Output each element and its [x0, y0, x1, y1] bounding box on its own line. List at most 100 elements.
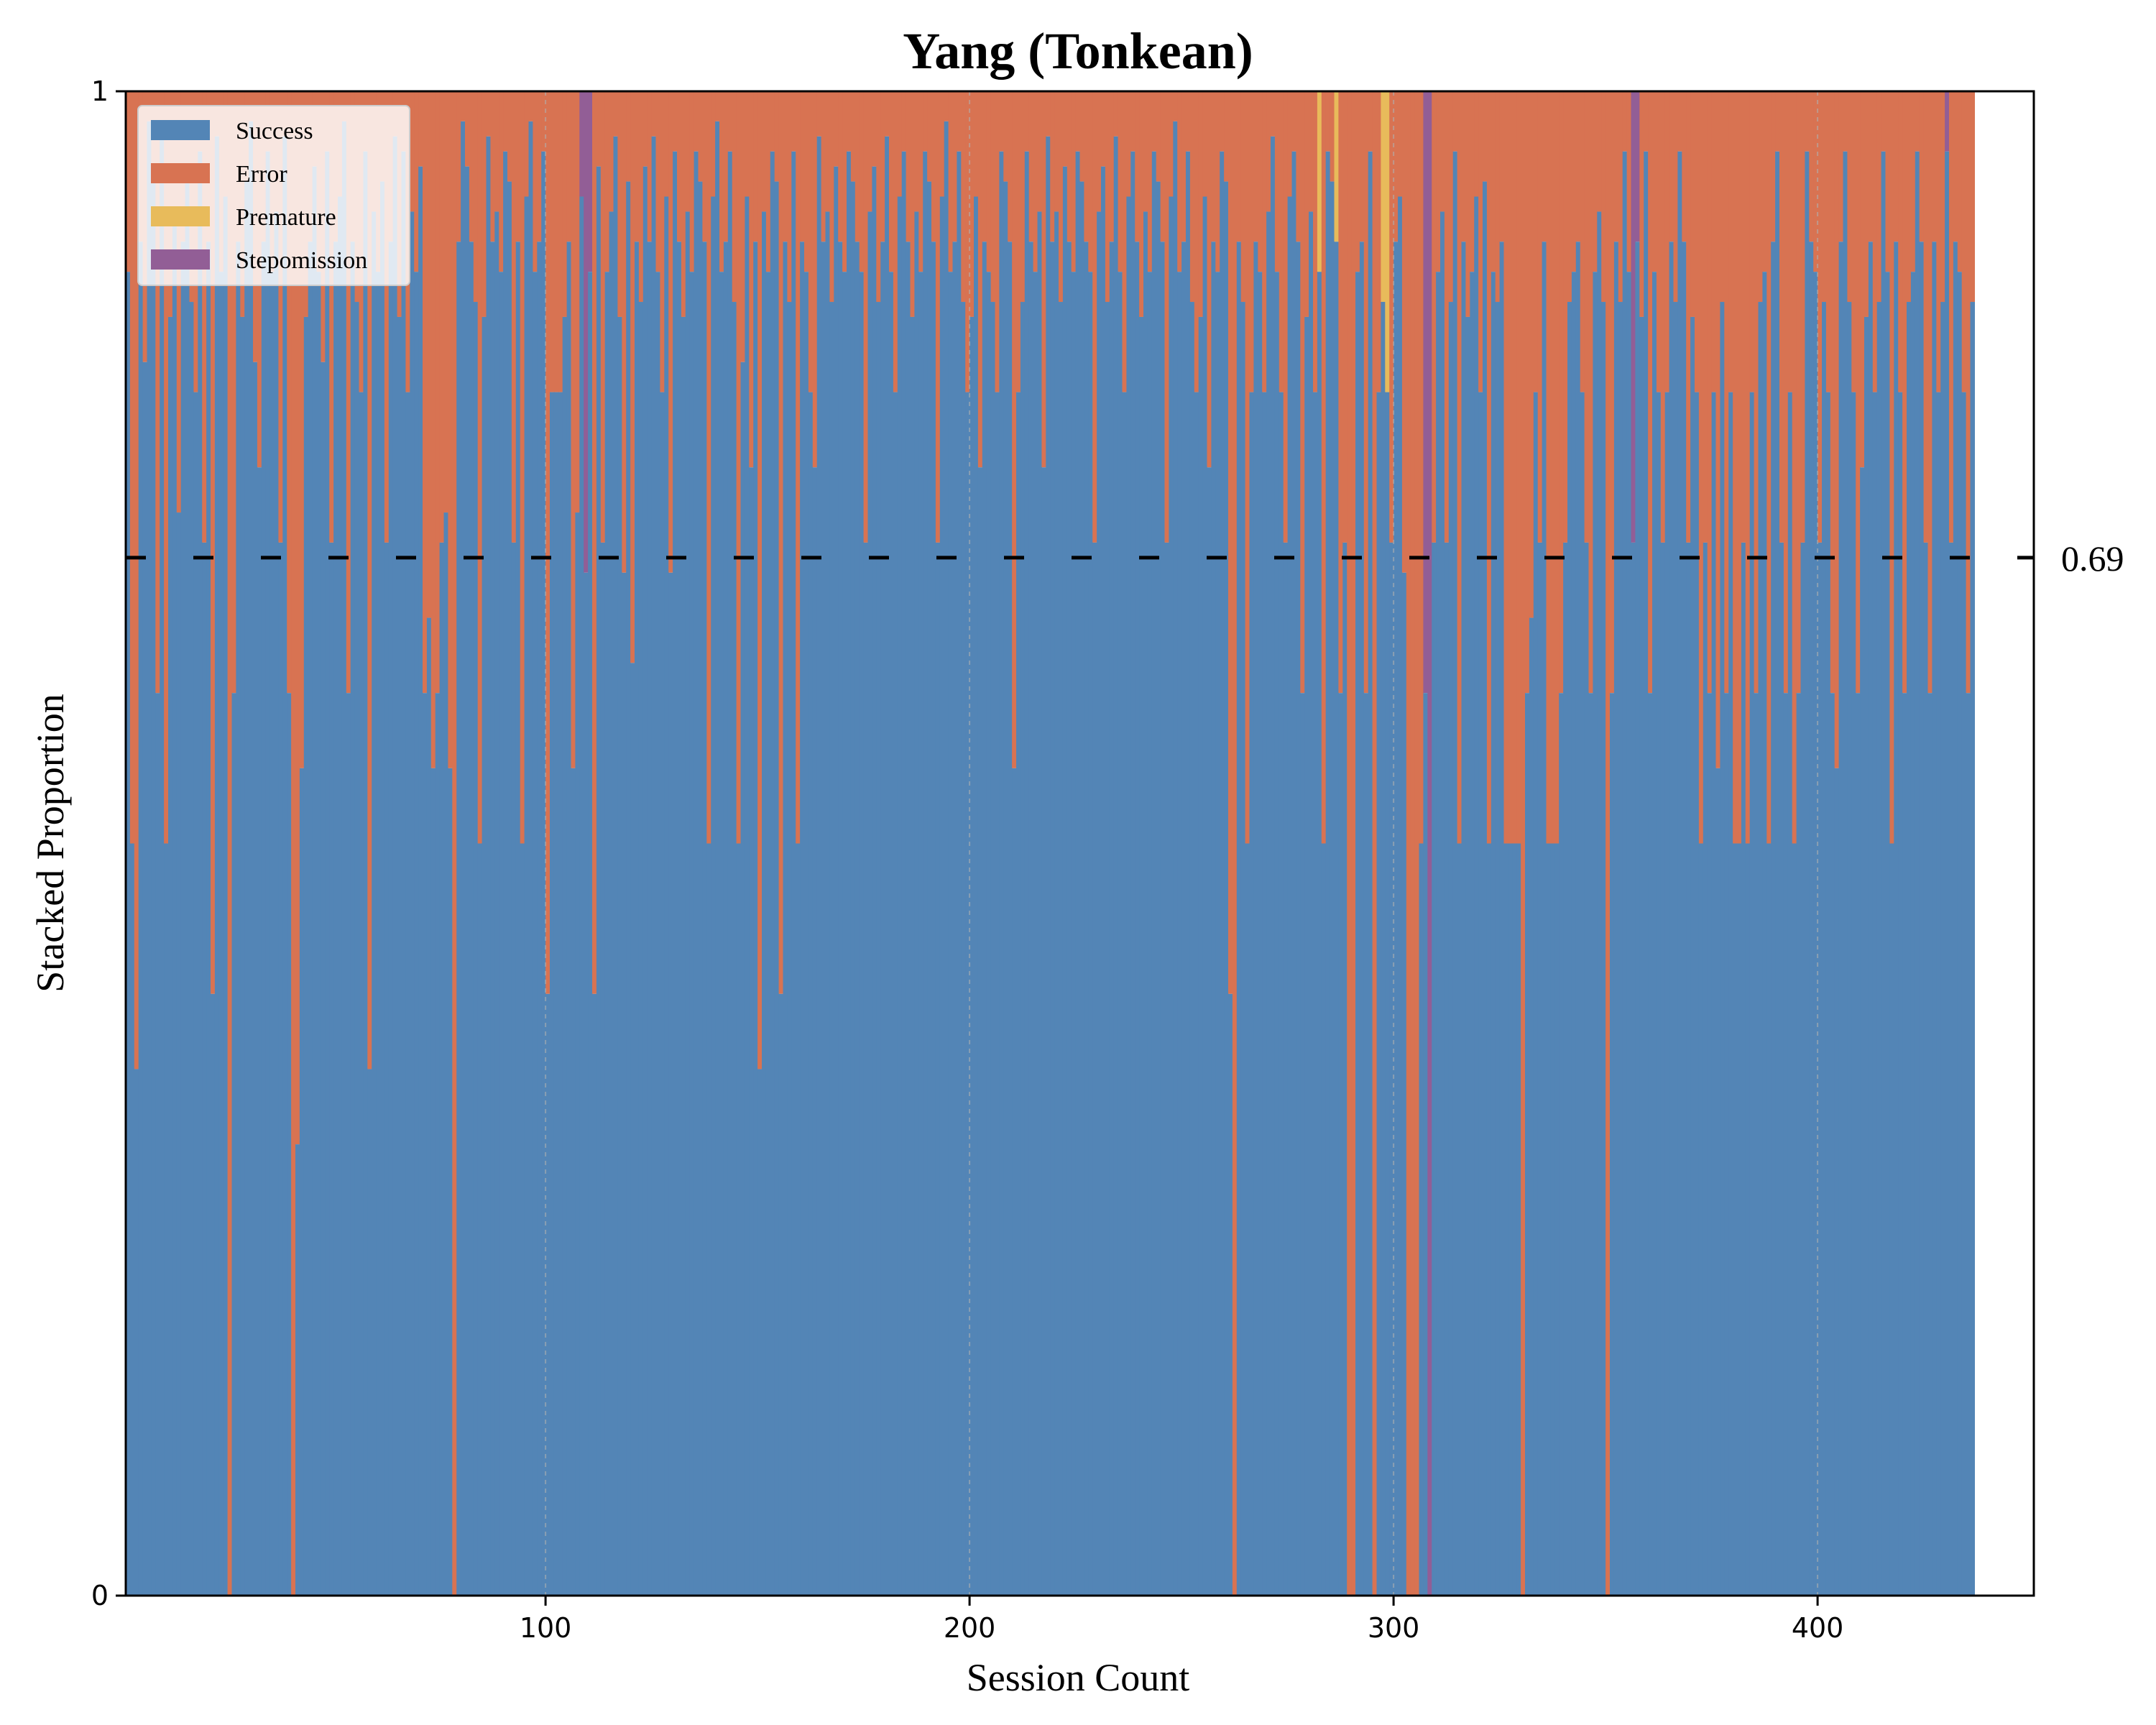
success-segment — [1830, 693, 1835, 1596]
success-segment — [778, 993, 784, 1596]
error-segment — [1398, 91, 1403, 197]
success-segment — [1122, 392, 1127, 1596]
error-segment — [1300, 91, 1305, 694]
success-segment — [401, 151, 406, 1596]
success-segment — [1020, 302, 1026, 1596]
success-segment — [723, 242, 729, 1596]
error-segment — [1313, 91, 1318, 392]
error-segment — [528, 91, 533, 121]
success-segment — [1419, 843, 1424, 1596]
error-segment — [1775, 91, 1780, 152]
success-segment — [1274, 272, 1280, 1596]
error-segment — [778, 91, 784, 994]
success-segment — [1550, 843, 1555, 1596]
error-segment — [1597, 91, 1602, 212]
success-segment — [1398, 196, 1403, 1596]
legend-box — [137, 105, 410, 286]
error-segment — [1499, 91, 1505, 242]
success-segment — [414, 272, 419, 1596]
success-segment — [816, 136, 822, 1596]
success-segment — [626, 181, 631, 1596]
error-segment — [164, 91, 169, 844]
success-segment — [604, 272, 610, 1596]
success-segment — [1211, 242, 1216, 1596]
error-segment — [1118, 91, 1123, 272]
legend-swatch-success — [151, 120, 210, 140]
error-segment — [1529, 91, 1534, 618]
error-segment — [1728, 91, 1733, 392]
error-segment — [1079, 91, 1084, 182]
success-segment — [1169, 196, 1174, 1596]
error-segment — [423, 91, 428, 694]
success-segment — [1907, 302, 1912, 1596]
success-segment — [850, 181, 856, 1596]
success-segment — [745, 196, 750, 1596]
error-segment — [1474, 91, 1479, 197]
success-segment — [1796, 693, 1802, 1596]
success-segment — [1444, 542, 1450, 1596]
success-segment — [465, 166, 470, 1596]
success-segment — [838, 242, 843, 1596]
stepomission-segment — [1631, 91, 1636, 543]
success-segment — [732, 302, 737, 1596]
error-segment — [783, 91, 788, 242]
error-segment — [1406, 91, 1411, 1596]
error-segment — [1771, 91, 1776, 242]
error-segment — [1483, 91, 1488, 182]
error-segment — [1071, 91, 1077, 272]
error-segment — [1279, 91, 1284, 392]
error-segment — [1660, 91, 1666, 543]
success-segment — [1664, 392, 1670, 1596]
error-segment — [1177, 91, 1182, 272]
error-segment — [1143, 91, 1148, 212]
error-segment — [893, 91, 898, 392]
success-segment — [957, 151, 962, 1596]
error-segment — [889, 91, 894, 272]
error-segment — [1966, 91, 1971, 694]
success-segment — [1092, 542, 1097, 1596]
error-segment — [430, 91, 436, 768]
success-segment — [596, 166, 602, 1596]
success-segment — [1330, 181, 1335, 1596]
success-segment — [719, 272, 724, 1596]
error-segment — [1220, 91, 1225, 152]
error-segment — [329, 91, 334, 543]
success-segment — [1660, 542, 1666, 1596]
y-axis-ticks: 01 — [91, 75, 126, 1611]
error-segment — [511, 91, 517, 543]
error-segment — [1224, 91, 1229, 182]
error-segment — [176, 91, 182, 513]
success-segment — [889, 272, 894, 1596]
error-segment — [410, 91, 415, 212]
success-segment — [1733, 843, 1738, 1596]
success-segment — [338, 196, 343, 1596]
error-segment — [816, 91, 822, 137]
error-segment — [1970, 91, 1975, 303]
success-segment — [1101, 166, 1106, 1596]
success-segment — [1067, 242, 1072, 1596]
success-segment — [914, 211, 919, 1596]
error-segment — [927, 91, 932, 182]
error-segment — [473, 91, 479, 303]
error-segment — [757, 91, 763, 1070]
error-segment — [1041, 91, 1046, 468]
success-segment — [469, 242, 474, 1596]
x-tick-label: 400 — [1792, 1612, 1844, 1644]
error-segment — [923, 91, 928, 152]
error-segment — [1033, 91, 1038, 272]
error-segment — [1656, 91, 1662, 392]
success-segment — [1033, 272, 1038, 1596]
success-segment — [1707, 693, 1713, 1596]
success-segment — [1304, 316, 1309, 1596]
success-segment — [1156, 181, 1161, 1596]
error-segment — [1253, 91, 1258, 242]
error-segment — [1872, 91, 1878, 392]
success-segment — [367, 1069, 372, 1596]
success-segment — [214, 136, 220, 1596]
stepomission-segment — [1423, 91, 1428, 694]
error-segment — [1703, 91, 1708, 543]
error-segment — [1779, 91, 1784, 543]
error-segment — [1122, 91, 1127, 392]
error-segment — [1440, 91, 1445, 212]
error-segment — [1737, 91, 1742, 844]
